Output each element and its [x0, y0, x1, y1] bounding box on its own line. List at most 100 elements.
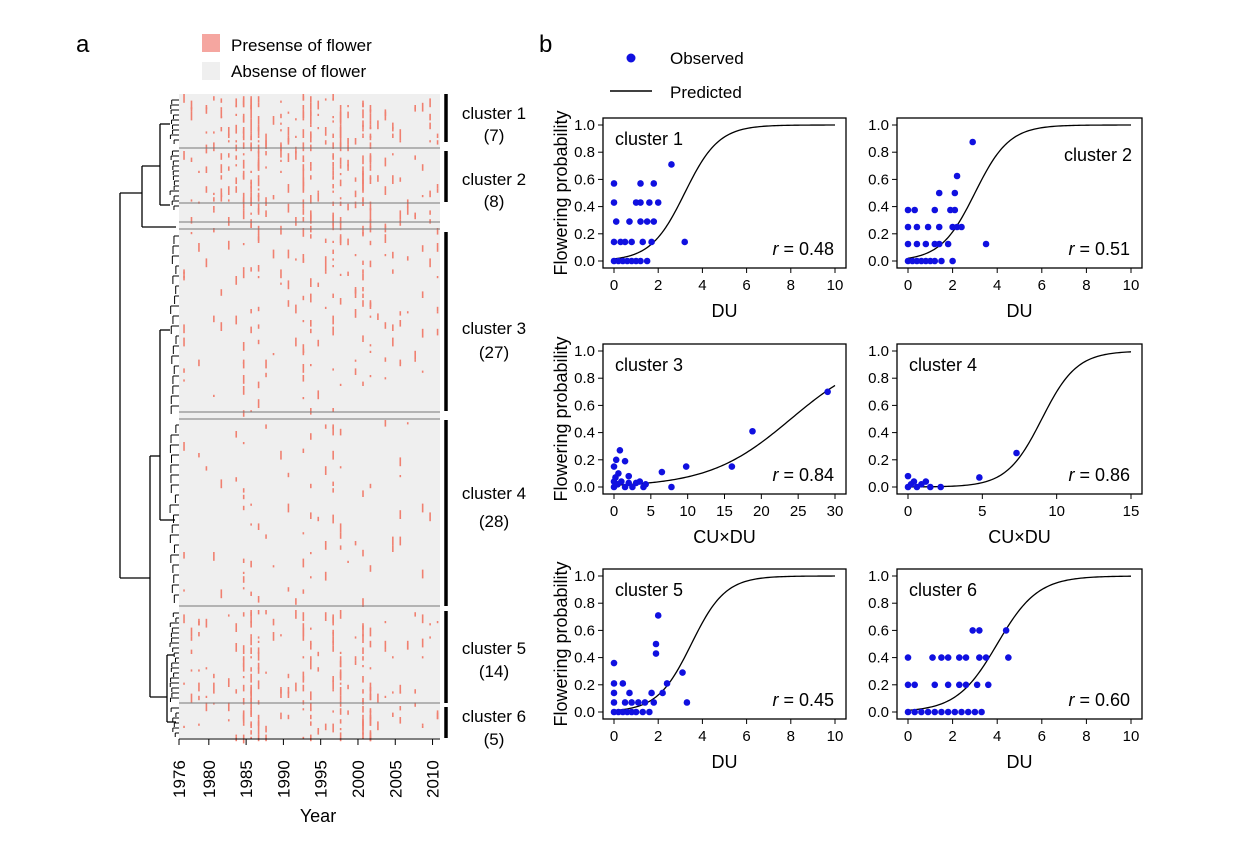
x-tick-label: 10: [1048, 503, 1065, 520]
cluster-count: (28): [479, 512, 509, 531]
observed-point: [973, 681, 981, 689]
presence-cell: [339, 236, 342, 246]
presence-cell: [392, 122, 394, 130]
presence-cell: [384, 157, 387, 167]
presence-cell: [302, 118, 305, 121]
presence-cell: [362, 700, 364, 703]
presence-cell: [310, 217, 312, 224]
presence-cell: [317, 667, 320, 672]
presence-cell: [339, 732, 342, 742]
year-tick-label: 1976: [170, 760, 189, 798]
presence-cell: [317, 516, 320, 522]
presence-cell: [362, 706, 364, 713]
presence-cell: [332, 155, 334, 158]
r-symbol: r: [1068, 465, 1079, 485]
observed-point: [984, 681, 992, 689]
presence-cell: [421, 328, 424, 338]
presence-cell: [250, 736, 252, 739]
presence-cell: [220, 195, 223, 202]
cluster-label: cluster 1: [462, 104, 526, 123]
presence-cell: [369, 208, 372, 217]
presence-cell: [250, 105, 252, 108]
presence-cell: [242, 676, 245, 679]
subplot-title: cluster 5: [615, 580, 683, 600]
y-tick-label: 0.4: [574, 425, 595, 442]
presence-cell: [235, 315, 238, 325]
presence-cell: [332, 710, 334, 713]
x-axis-title: CU×DU: [693, 527, 756, 547]
observed-point: [1005, 654, 1012, 661]
presence-cell: [295, 146, 297, 154]
x-tick-label: 2: [948, 728, 956, 745]
observed-point: [642, 480, 649, 488]
predicted-curve: [907, 124, 1131, 259]
presence-cell: [227, 133, 230, 138]
presence-cell: [384, 254, 387, 257]
presence-cell: [257, 210, 260, 213]
scatter-subplot: 0.0 0.2 0.4 0.6 0.8 1.0 0 2 4 6 8 10 DU Flowering pro…: [551, 110, 847, 321]
presence-cell: [310, 293, 312, 303]
presence-cell: [183, 337, 185, 347]
presence-cell: [250, 700, 252, 709]
presence-cell: [399, 457, 402, 467]
presence-cell: [257, 144, 260, 154]
presence-cell: [235, 105, 238, 108]
presence-cell: [198, 695, 200, 701]
presence-cell: [190, 636, 193, 641]
presence-cell: [436, 184, 439, 189]
presence-cell: [183, 725, 185, 728]
presence-cell: [190, 627, 193, 637]
r-symbol: r: [772, 690, 783, 710]
presence-cell: [324, 723, 327, 731]
presence-cell: [250, 203, 252, 206]
presence-cell: [272, 353, 275, 356]
observed-point: [911, 681, 918, 689]
presence-cell: [332, 201, 334, 206]
presence-cell: [436, 140, 439, 145]
presence-cell: [421, 638, 424, 648]
presence-cell: [354, 368, 357, 375]
presence-cell: [198, 669, 200, 672]
presence-cell: [369, 155, 372, 165]
presence-cell: [190, 107, 193, 112]
presence-cell: [369, 565, 372, 572]
observed-point: [924, 223, 932, 231]
presence-cell: [220, 109, 223, 119]
presence-cell: [310, 576, 312, 579]
observed-point: [951, 708, 959, 716]
presence-cell: [183, 94, 185, 103]
presence-cell: [399, 140, 402, 143]
presence-cell: [339, 682, 342, 685]
presence-cell: [369, 177, 372, 180]
presence-cell: [280, 282, 282, 285]
presence-cell: [332, 170, 334, 173]
presence-cell: [399, 361, 402, 367]
presence-cell: [332, 632, 334, 637]
presence-cell: [242, 576, 245, 583]
presence-cell: [369, 375, 372, 378]
presence-cell: [429, 210, 431, 215]
presence-cell: [362, 721, 364, 731]
observed-point: [911, 708, 918, 716]
presence-cell: [190, 199, 193, 202]
presence-cell: [384, 695, 387, 698]
presence-cell: [235, 431, 238, 438]
presence-cell: [302, 96, 305, 101]
presence-cell: [436, 133, 439, 138]
observed-point: [944, 681, 952, 689]
subplot-title: cluster 3: [615, 355, 683, 375]
observed-point: [610, 659, 618, 667]
presence-cell: [369, 667, 372, 670]
observed-point: [610, 180, 618, 187]
presence-cell: [362, 203, 364, 206]
presence-cell: [339, 120, 342, 123]
presence-cell: [362, 335, 364, 342]
presence-cell: [242, 684, 245, 692]
presence-cell: [339, 523, 342, 533]
presence-cell: [213, 682, 215, 687]
presence-cell: [250, 656, 252, 659]
observed-point: [643, 257, 651, 265]
presence-cell: [399, 475, 402, 478]
cluster-count: (8): [484, 192, 505, 211]
presence-cell: [190, 157, 193, 162]
